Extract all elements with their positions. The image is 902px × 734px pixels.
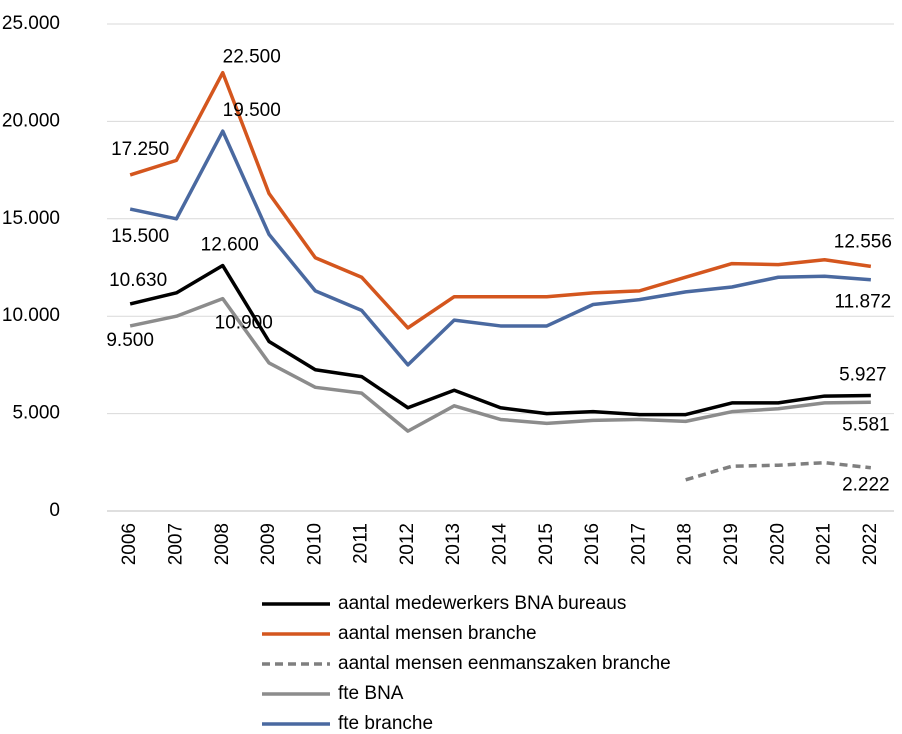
x-tick-label: 2010 [304,523,325,565]
data-label: 9.500 [106,330,154,351]
x-tick-label: 2020 [767,523,788,565]
x-tick-label: 2013 [443,523,464,565]
x-tick-label: 2018 [675,523,696,565]
data-label: 15.500 [111,226,169,247]
legend-label: aantal mensen eenmanszaken branche [338,653,671,674]
x-tick-label: 2008 [212,523,233,565]
data-label: 12.600 [201,235,259,256]
x-tick-label: 2006 [119,523,140,565]
data-label: 19.500 [223,100,281,121]
data-label: 2.222 [842,475,890,496]
x-tick-label: 2012 [397,523,418,565]
legend-label: aantal mensen branche [338,623,537,644]
y-tick-label: 20.000 [2,110,60,131]
x-tick-label: 2021 [814,523,835,565]
x-tick-label: 2011 [351,523,372,564]
y-tick-label: 10.000 [2,305,60,326]
series-line [129,296,871,433]
x-tick-label: 2015 [536,523,557,565]
series-line [129,129,871,367]
data-label: 5.927 [839,365,887,386]
y-tick-label: 0 [49,500,60,521]
legend-label: fte branche [338,713,433,734]
data-label: 17.250 [111,139,169,160]
y-tick-label: 5.000 [12,403,60,424]
data-label: 11.872 [835,292,892,313]
x-tick-label: 2014 [490,523,511,566]
y-tick-label: 25.000 [2,13,60,34]
x-tick-label: 2022 [860,523,881,565]
x-tick-label: 2016 [582,523,603,565]
x-tick-label: 2007 [165,523,186,565]
legend-label: fte BNA [338,683,404,704]
series-line [685,460,872,482]
y-tick-label: 15.000 [2,208,60,229]
data-label: 10.630 [109,270,167,291]
series-line [129,263,871,417]
series-line [129,70,872,330]
data-label: 5.581 [842,414,890,435]
x-tick-label: 2009 [258,523,279,565]
data-label: 10.900 [215,313,273,334]
x-tick-label: 2017 [628,523,649,565]
legend-label: aantal medewerkers BNA bureaus [338,593,626,614]
x-tick-label: 2019 [721,523,742,565]
data-label: 22.500 [223,47,281,68]
data-label: 12.556 [834,231,892,252]
